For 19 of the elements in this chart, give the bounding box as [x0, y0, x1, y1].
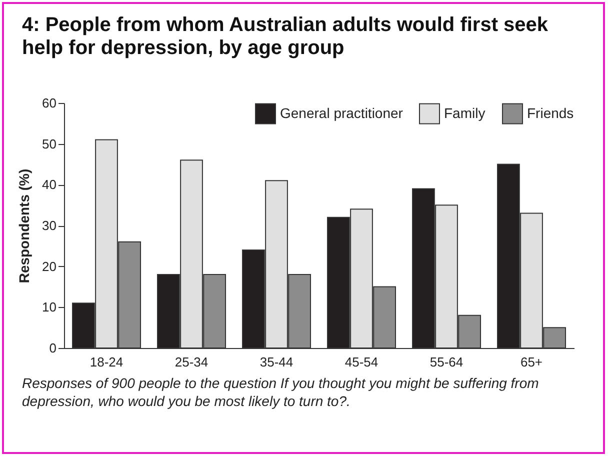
- legend-label: Family: [444, 104, 486, 121]
- chart-title: 4: People from whom Australian adults would first seek help for depression, by age group: [22, 14, 550, 60]
- x-tick-label: 55-64: [430, 354, 464, 370]
- y-tick-label: 0: [49, 340, 56, 356]
- x-tick-label: 18-24: [90, 354, 124, 370]
- y-tick-label: 20: [42, 258, 56, 274]
- y-tick-label: 30: [42, 218, 56, 233]
- x-tick-label: 65+: [520, 354, 543, 370]
- x-tick-label: 25-34: [174, 354, 208, 370]
- y-tick-label: 40: [42, 177, 56, 192]
- legend-label: General practitioner: [280, 104, 404, 121]
- y-tick-label: 10: [42, 300, 56, 315]
- y-tick-label: 50: [42, 136, 56, 152]
- legend-label: Friends: [527, 104, 574, 121]
- x-tick-label: 35-44: [260, 354, 294, 370]
- y-tick-label: 60: [42, 96, 56, 110]
- x-tick-label: 45-54: [344, 354, 378, 370]
- text: Responses of 900 people to the question If you thought you might be suffering from depression, who would you be most likely to turn to?.: [22, 374, 540, 410]
- y-axis-title: Respondents (%): [16, 168, 32, 284]
